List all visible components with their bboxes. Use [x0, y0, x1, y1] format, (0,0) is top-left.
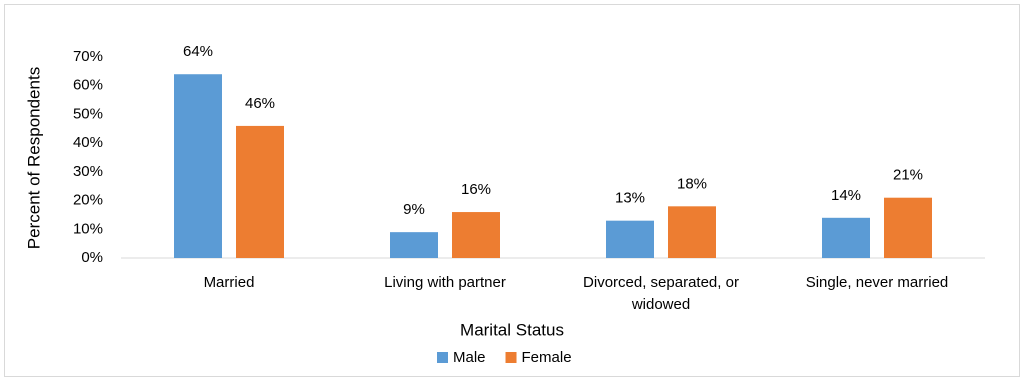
y-tick-label: 20% [73, 192, 103, 209]
bar [452, 212, 500, 258]
chart-frame [4, 4, 1020, 377]
bar [668, 206, 716, 258]
bar [174, 74, 222, 258]
bar [606, 220, 654, 258]
x-tick-label: Living with partner [384, 274, 506, 291]
x-tick-label: Single, never married [806, 274, 949, 291]
bar [390, 232, 438, 258]
legend-label: Male [453, 349, 486, 366]
data-label: 9% [403, 201, 425, 218]
y-axis-title: Percent of Respondents [24, 67, 43, 249]
data-label: 18% [677, 175, 707, 192]
y-tick-label: 40% [73, 134, 103, 151]
y-tick-label: 30% [73, 163, 103, 180]
bar [822, 217, 870, 258]
data-label: 13% [615, 190, 645, 207]
y-tick-label: 10% [73, 220, 103, 237]
legend-swatch [437, 352, 448, 363]
data-label: 16% [461, 181, 491, 198]
legend-swatch [505, 352, 517, 363]
y-tick-label: 70% [73, 48, 103, 65]
legend-label: Female [522, 349, 572, 366]
data-label: 21% [893, 167, 923, 184]
y-tick-label: 60% [73, 77, 103, 94]
x-tick-label: Married [204, 274, 255, 291]
x-axis-title: Marital Status [460, 320, 564, 339]
y-tick-label: 0% [81, 249, 103, 266]
bar [236, 125, 284, 259]
data-label: 14% [831, 187, 861, 204]
data-label: 46% [245, 95, 275, 112]
bar [884, 197, 932, 258]
x-tick-label: Divorced, separated, or widowed [583, 274, 739, 313]
y-tick-label: 50% [73, 105, 103, 122]
data-label: 64% [183, 43, 213, 60]
